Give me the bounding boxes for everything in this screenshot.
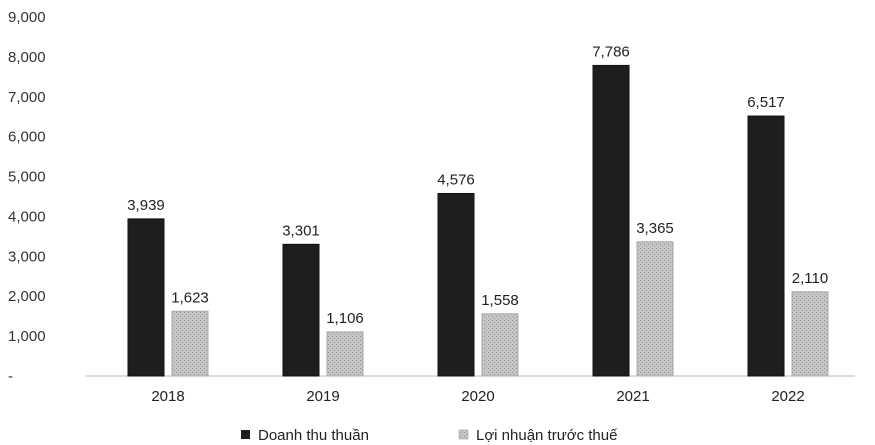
y-tick-label: 7,000 [8, 89, 46, 106]
legend-label: Doanh thu thuần [258, 427, 369, 444]
data-label: 6,517 [747, 94, 785, 111]
y-tick-label: 4,000 [8, 208, 46, 225]
x-tick-label: 2021 [616, 388, 649, 405]
bar-loi-nhuan-truoc-thue [326, 331, 364, 377]
y-tick-label: 2,000 [8, 288, 46, 305]
x-tick-label: 2022 [771, 388, 804, 405]
y-axis: - 1,000 2,000 3,000 4,000 5,000 6,000 7,000 8,00… [8, 9, 46, 385]
x-tick-label: 2018 [151, 388, 184, 405]
y-tick-label: 3,000 [8, 248, 46, 265]
bars-group: 3,939 1,623 3,301 1,106 4,576 1,558 7,786 3,365… [127, 43, 829, 377]
bar-doanh-thu-thuan [282, 243, 320, 377]
bar-doanh-thu-thuan [747, 115, 785, 377]
bar-doanh-thu-thuan [127, 218, 165, 377]
data-label: 3,365 [636, 220, 674, 237]
y-tick-label: 6,000 [8, 129, 46, 146]
data-label: 7,786 [592, 43, 630, 60]
x-tick-label: 2019 [306, 388, 339, 405]
bar-loi-nhuan-truoc-thue [636, 241, 674, 377]
data-label: 4,576 [437, 171, 475, 188]
data-label: 2,110 [792, 270, 828, 287]
y-tick-label: - [8, 368, 13, 385]
bar-doanh-thu-thuan [592, 64, 630, 377]
y-tick-label: 8,000 [8, 49, 46, 66]
data-label: 3,939 [127, 197, 165, 214]
data-label: 1,106 [326, 310, 364, 327]
bar-loi-nhuan-truoc-thue [171, 310, 209, 377]
legend-swatch-doanh-thu-thuan [241, 430, 250, 439]
y-tick-label: 5,000 [8, 169, 46, 186]
data-label: 3,301 [282, 222, 320, 239]
x-tick-label: 2020 [461, 388, 494, 405]
bar-doanh-thu-thuan [437, 192, 475, 377]
data-label: 1,558 [481, 292, 519, 309]
x-axis: 2018 2019 2020 2021 2022 [151, 388, 804, 405]
legend: Doanh thu thuần Lợi nhuận trước thuế [241, 427, 618, 444]
bar-loi-nhuan-truoc-thue [481, 313, 519, 377]
data-label: 1,623 [171, 289, 209, 306]
y-tick-label: 1,000 [8, 328, 46, 345]
legend-swatch-loi-nhuan-truoc-thue [458, 429, 469, 440]
bar-loi-nhuan-truoc-thue [791, 291, 829, 377]
legend-label: Lợi nhuận trước thuế [476, 427, 618, 444]
y-tick-label: 9,000 [8, 9, 46, 26]
